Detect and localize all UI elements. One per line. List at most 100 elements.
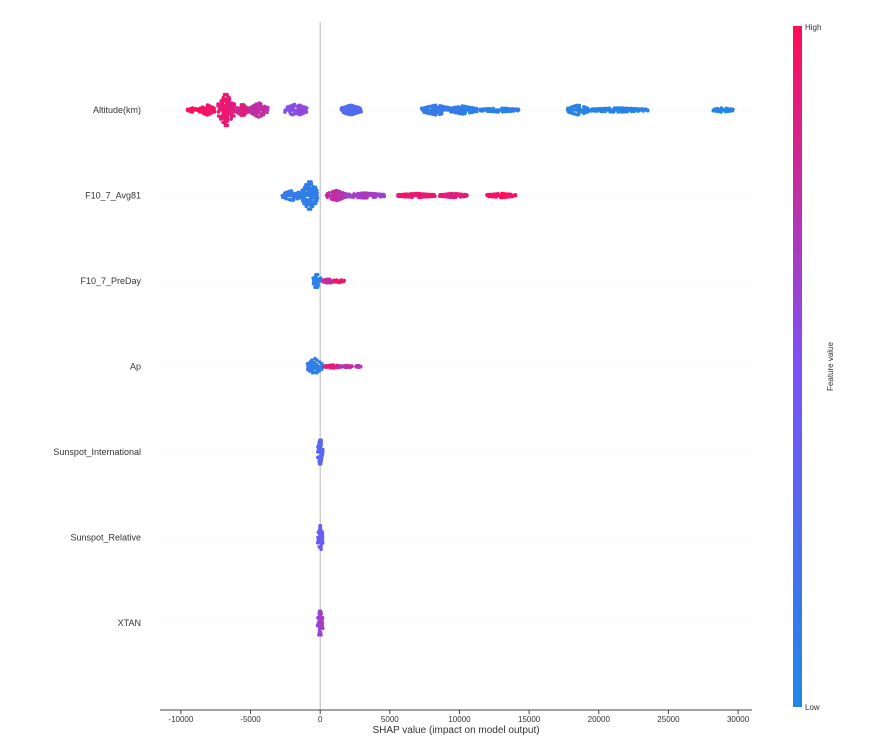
shap-point [467, 108, 472, 112]
shap-point [320, 455, 324, 460]
x-tick-label: 0 [318, 715, 323, 724]
x-tick-label: 30000 [727, 715, 750, 724]
shap-point [320, 538, 325, 542]
shap-point [310, 204, 315, 209]
x-tick-label: 20000 [588, 715, 611, 724]
shap-point [265, 110, 269, 115]
shap-point [284, 196, 289, 201]
colorbar-title: Feature value [826, 341, 835, 390]
shap-point [400, 194, 405, 199]
shap-point [319, 547, 323, 552]
shap-point [442, 108, 446, 112]
shap-point [320, 535, 325, 540]
feature-labels: Altitude(km) F10_7_Avg81 F10_7_PreDay Ap Sun… [53, 105, 141, 628]
shap-point [315, 285, 320, 290]
shap-point [318, 462, 323, 466]
shap-point [442, 105, 446, 109]
shap-point [320, 621, 325, 625]
shap-point [625, 109, 629, 114]
x-tick-label: -10000 [168, 715, 193, 724]
shap-point [356, 110, 361, 115]
shap-point [467, 105, 471, 110]
shap-point [616, 110, 620, 114]
shap-point [315, 188, 319, 193]
shap-point [297, 196, 302, 200]
feature-label: Sunspot_International [53, 447, 141, 457]
shap-point [315, 272, 320, 277]
shap-point [198, 110, 202, 114]
shap-point [239, 113, 243, 117]
shap-point [229, 117, 233, 121]
shap-point [284, 193, 289, 198]
shap-point [382, 194, 387, 199]
shap-point [328, 366, 332, 370]
shap-point [318, 276, 323, 281]
shap-point [313, 285, 317, 290]
colorbar-gradient [793, 26, 802, 707]
colorbar-high-label: High [805, 23, 821, 32]
x-tick-label: 5000 [381, 715, 399, 724]
shap-point [445, 108, 449, 112]
shap-point [315, 191, 319, 195]
shap-point [463, 111, 467, 116]
shap-point [475, 109, 479, 114]
shap-point [510, 194, 515, 199]
colorbar-low-label: Low [805, 703, 820, 712]
shap-point [190, 110, 194, 114]
shap-point [723, 109, 728, 114]
shap-point [350, 364, 354, 369]
feature-label: Altitude(km) [93, 105, 141, 115]
shap-point [304, 204, 309, 209]
shap-point [213, 110, 217, 114]
feature-label: XTAN [118, 618, 141, 628]
shap-point [320, 533, 325, 537]
shap-point [321, 447, 325, 452]
shap-point [464, 194, 468, 198]
colorbar: High Low Feature value [793, 23, 835, 712]
shap-point [285, 108, 290, 112]
shap-point [719, 110, 723, 114]
shap-point [304, 187, 308, 191]
x-tick-label: 15000 [518, 715, 541, 724]
shap-point [321, 626, 325, 631]
feature-row-lines [160, 109, 752, 624]
shap-point [320, 361, 324, 366]
shap-point [243, 111, 247, 116]
shap-point [426, 108, 430, 112]
shap-point [239, 108, 243, 112]
shap-point [356, 195, 360, 200]
feature-label: Ap [130, 362, 141, 372]
shap-point [319, 633, 323, 637]
x-tick-label: 25000 [657, 715, 680, 724]
shap-point [283, 110, 287, 114]
shap-points [185, 92, 735, 637]
x-tick-label: -5000 [240, 715, 261, 724]
feature-label: F10_7_PreDay [80, 276, 141, 286]
shap-point [576, 112, 581, 117]
shap-point [209, 111, 214, 115]
shap-point [730, 108, 735, 113]
shap-point [515, 108, 520, 113]
shap-point [246, 110, 250, 114]
shap-point [629, 109, 634, 114]
shap-point [222, 92, 227, 97]
shap-point [304, 110, 309, 114]
shap-point [225, 119, 230, 123]
shap-point [319, 367, 324, 372]
shap-point [442, 194, 447, 199]
shap-point [320, 452, 325, 457]
shap-point [513, 193, 518, 198]
shap-point [320, 541, 325, 545]
shap-point [313, 201, 318, 206]
shap-point [239, 105, 243, 110]
shap-point [366, 193, 371, 198]
shap-point [362, 196, 367, 200]
x-axis: -10000 -5000 0 5000 10000 15000 20000 25000 3000… [160, 709, 752, 724]
shap-point [307, 369, 312, 373]
shap-point [320, 623, 325, 628]
shap-point [579, 110, 583, 114]
shap-point [574, 108, 579, 112]
shap-point [308, 207, 313, 211]
shap-point [327, 191, 331, 195]
